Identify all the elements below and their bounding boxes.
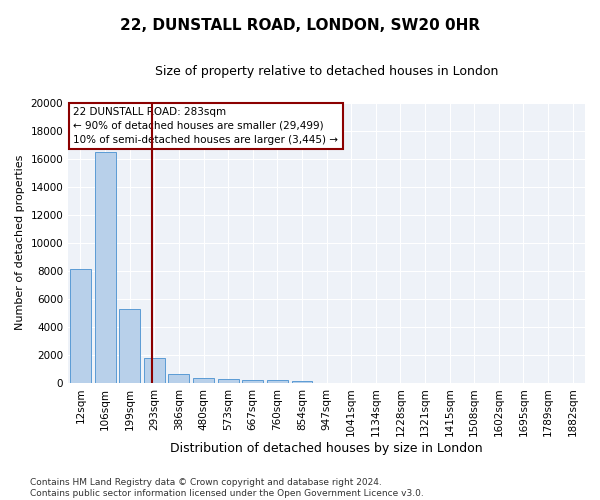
Text: 22, DUNSTALL ROAD, LONDON, SW20 0HR: 22, DUNSTALL ROAD, LONDON, SW20 0HR [120,18,480,32]
Bar [169,374,190,383]
Bar [193,378,214,383]
Bar [119,308,140,383]
Bar [267,380,288,383]
Text: 22 DUNSTALL ROAD: 283sqm
← 90% of detached houses are smaller (29,499)
10% of se: 22 DUNSTALL ROAD: 283sqm ← 90% of detach… [73,107,338,145]
Bar [70,270,91,383]
Y-axis label: Number of detached properties: Number of detached properties [15,155,25,330]
X-axis label: Distribution of detached houses by size in London: Distribution of detached houses by size … [170,442,483,455]
Title: Size of property relative to detached houses in London: Size of property relative to detached ho… [155,65,498,78]
Bar [218,379,239,383]
Text: Contains HM Land Registry data © Crown copyright and database right 2024.
Contai: Contains HM Land Registry data © Crown c… [30,478,424,498]
Bar [144,358,165,383]
Bar [95,152,116,383]
Bar [242,380,263,383]
Bar [292,380,313,383]
